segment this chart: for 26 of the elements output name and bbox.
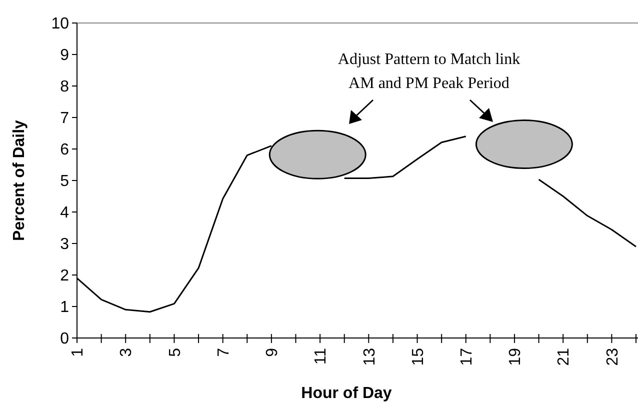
y-tick-label: 6 — [60, 142, 70, 159]
x-tick-label: 3 — [118, 348, 136, 357]
y-tick-label: 5 — [60, 173, 70, 190]
y-tick-label: 7 — [60, 110, 70, 128]
y-tick-label: 0 — [60, 330, 70, 348]
x-tick-label: 11 — [312, 348, 330, 365]
y-tick-label: 8 — [60, 78, 70, 96]
annotation: Adjust Pattern to Match link AM and PM Peak Period — [338, 51, 520, 92]
y-tick-label: 1 — [60, 299, 70, 316]
x-tick-label: 5 — [166, 348, 184, 357]
y-tick-label: 9 — [60, 47, 70, 64]
x-tick-label: 1 — [70, 348, 87, 357]
x-tick-label: 13 — [361, 348, 378, 366]
x-tick-label: 9 — [264, 348, 282, 357]
x-tick-label: 23 — [604, 348, 622, 366]
y-tick-label: 2 — [60, 268, 70, 285]
x-tick-label: 15 — [410, 348, 427, 366]
x-axis-title: Hour of Day — [301, 385, 392, 402]
y-tick-label: 3 — [60, 236, 70, 254]
x-tick-label: 19 — [507, 348, 524, 366]
x-tick-label: 21 — [556, 348, 573, 366]
y-axis-title: Percent of Daily — [11, 120, 28, 241]
x-tick-label: 7 — [215, 348, 232, 357]
y-tick-label: 4 — [60, 204, 70, 222]
x-tick-label: 17 — [458, 348, 476, 366]
y-tick-label: 10 — [51, 16, 70, 33]
